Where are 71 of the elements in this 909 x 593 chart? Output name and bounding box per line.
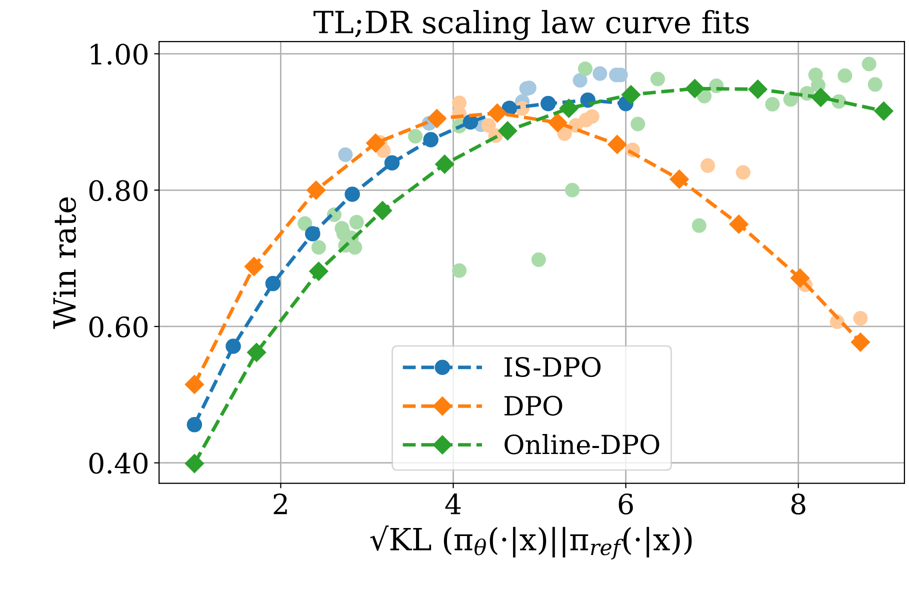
point: [862, 56, 876, 72]
point: [811, 88, 830, 107]
point: [184, 374, 204, 394]
point: [874, 102, 894, 121]
point: [592, 66, 608, 81]
x-axis-title: √KL (π$_{θ}$(·|x)||π$_{ref}$(·|x)): [370, 525, 692, 560]
point: [498, 121, 518, 140]
point: [309, 262, 328, 281]
point: [427, 109, 446, 128]
point: [384, 155, 400, 171]
point: [790, 268, 810, 288]
point: [423, 132, 438, 148]
point: [692, 218, 706, 233]
point: [650, 72, 666, 86]
point: [565, 182, 580, 198]
point: [540, 96, 556, 112]
y-tick-label: 1.00: [90, 44, 148, 65]
point: [729, 214, 748, 234]
point: [736, 165, 750, 180]
y-tick-label: 0.40: [89, 452, 148, 474]
point: [462, 114, 478, 130]
point: [765, 96, 780, 112]
x-tick-label: 6: [618, 494, 633, 515]
point: [311, 240, 326, 255]
point: [265, 276, 281, 292]
point: [452, 263, 467, 278]
point: [670, 170, 689, 189]
point: [853, 311, 868, 326]
y-tick-label: 0.60: [89, 316, 148, 338]
point: [748, 80, 768, 99]
point: [548, 113, 568, 132]
point: [868, 77, 882, 92]
y-tick-label: 0.80: [89, 180, 148, 202]
point: [186, 417, 202, 432]
point: [305, 226, 320, 242]
point: [700, 158, 716, 173]
legend-label: IS-DPO: [504, 357, 601, 377]
point: [298, 216, 312, 231]
point: [338, 147, 353, 162]
legend-label: Online-DPO: [504, 434, 660, 454]
point: [559, 98, 578, 118]
point: [578, 61, 593, 76]
point: [348, 240, 362, 255]
point: [572, 73, 588, 88]
point: [247, 342, 266, 362]
point: [685, 79, 704, 98]
point: [366, 134, 386, 153]
y-axis-title: Win rate: [53, 197, 76, 329]
point: [226, 338, 241, 354]
point: [184, 454, 204, 474]
x-tick-label: 4: [445, 494, 461, 514]
point: [244, 256, 264, 276]
point: [531, 252, 546, 267]
point: [630, 116, 646, 132]
point: [488, 104, 507, 123]
chart-title: TL;DR scaling law curve fits: [314, 10, 749, 40]
legend-label: DPO: [504, 396, 562, 416]
point: [344, 186, 360, 202]
point: [608, 134, 627, 154]
point: [306, 180, 326, 200]
point: [850, 332, 870, 352]
point: [435, 154, 454, 174]
point: [584, 109, 600, 124]
point: [621, 85, 641, 104]
point: [408, 128, 423, 144]
x-tick-label: 2: [274, 494, 287, 514]
x-tick-label: 8: [791, 494, 806, 515]
point: [838, 68, 852, 83]
point: [481, 118, 496, 133]
point: [372, 201, 392, 220]
point: [349, 214, 364, 230]
